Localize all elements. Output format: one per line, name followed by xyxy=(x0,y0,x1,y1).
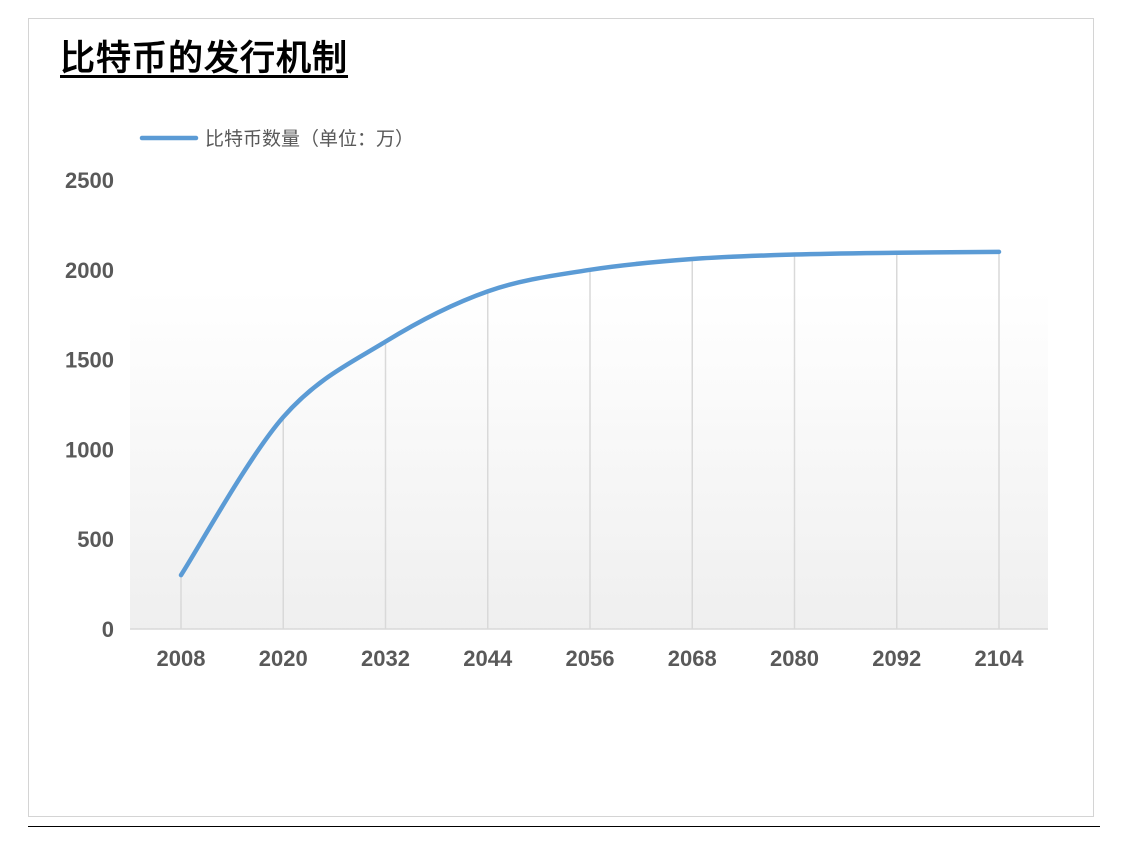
y-tick-label: 2500 xyxy=(65,168,114,193)
x-tick-label: 2044 xyxy=(463,646,513,671)
y-tick-label: 1000 xyxy=(65,437,114,462)
x-tick-label: 2056 xyxy=(566,646,615,671)
y-tick-label: 500 xyxy=(77,527,114,552)
bottom-rule xyxy=(28,826,1100,827)
plot-area xyxy=(130,289,1048,629)
y-tick-label: 0 xyxy=(102,617,114,642)
x-tick-label: 2008 xyxy=(157,646,206,671)
legend-label: 比特币数量（单位：万） xyxy=(205,128,414,150)
x-tick-label: 2104 xyxy=(975,646,1025,671)
y-tick-label: 1500 xyxy=(65,348,114,373)
y-tick-label: 2000 xyxy=(65,258,114,283)
x-tick-label: 2080 xyxy=(770,646,819,671)
series-line xyxy=(178,249,1002,578)
page-title: 比特币的发行机制 xyxy=(60,38,349,79)
x-tick-label: 2092 xyxy=(872,646,921,671)
x-tick-label: 2032 xyxy=(361,646,410,671)
x-tick-label: 2020 xyxy=(259,646,308,671)
legend: 比特币数量（单位：万） xyxy=(139,128,414,150)
x-tick-label: 2068 xyxy=(668,646,717,671)
